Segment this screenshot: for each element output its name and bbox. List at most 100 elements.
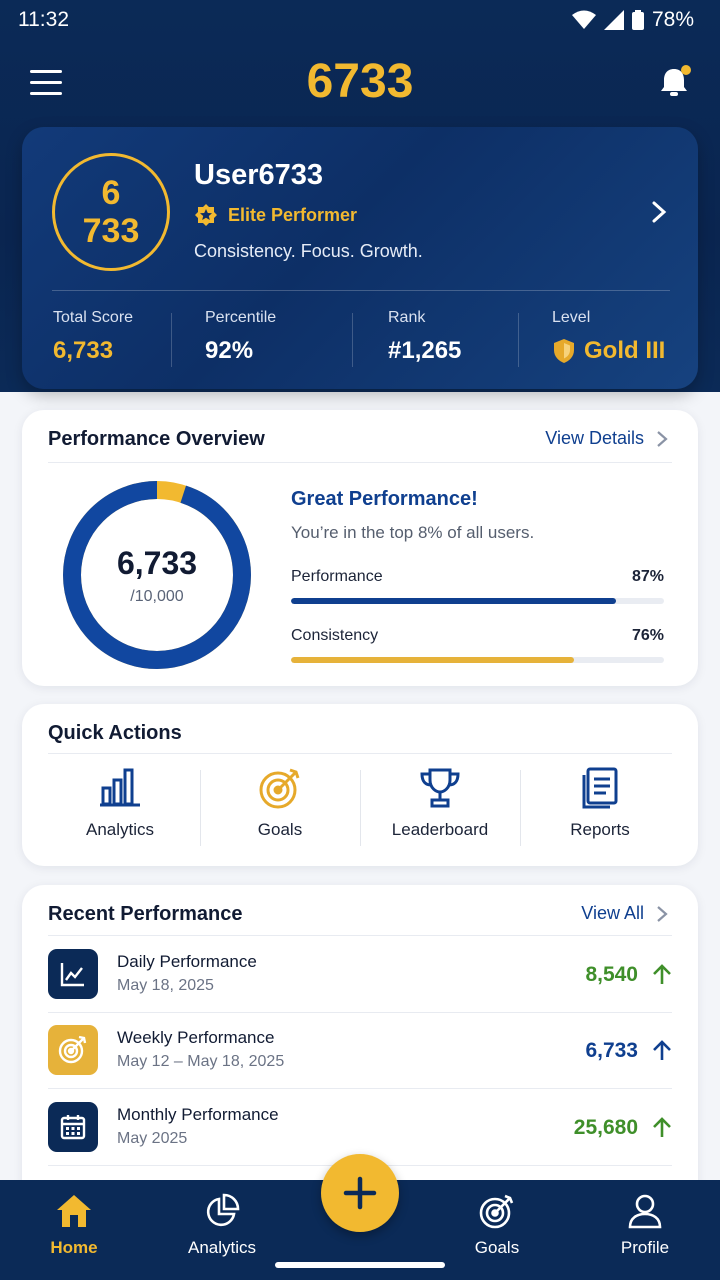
tagline: Consistency. Focus. Growth.: [194, 241, 423, 261]
add-button[interactable]: [321, 1154, 399, 1232]
stat-level: Level Gold III: [552, 309, 665, 369]
list-item-value: 8,540: [585, 963, 638, 986]
list-item-date: May 12 – May 18, 2025: [117, 1053, 285, 1070]
score-ring-line1: 6: [101, 174, 121, 212]
battery-percent: 78%: [651, 8, 694, 31]
quick-action-analytics[interactable]: Analytics: [40, 766, 200, 854]
nav-profile[interactable]: Profile: [585, 1190, 705, 1258]
bar-label: Performance: [291, 568, 383, 585]
status-bar: 11:32 78%: [0, 0, 720, 40]
consistency-bar: Consistency 76%: [291, 627, 664, 663]
elite-badge: Elite Performer: [194, 203, 357, 227]
stat-label: Total Score: [53, 309, 134, 326]
arrow-up-icon: [653, 1040, 671, 1060]
list-item[interactable]: Weekly Performance May 12 – May 18, 2025…: [48, 1013, 672, 1089]
section-title: Quick Actions: [48, 722, 182, 744]
quick-action-label: Goals: [257, 820, 303, 839]
badge-label: Elite Performer: [228, 204, 358, 225]
list-item-date: May 18, 2025: [117, 977, 214, 994]
level-value: Gold III: [584, 337, 666, 364]
plus-icon: [343, 1176, 377, 1210]
nav-label: Analytics: [187, 1238, 257, 1257]
quick-action-label: Leaderboard: [391, 820, 489, 839]
nav-home[interactable]: Home: [14, 1190, 134, 1258]
quick-action-label: Analytics: [85, 820, 155, 839]
list-item-value: 6,733: [585, 1039, 638, 1062]
list-item-icon-box: [48, 1102, 98, 1152]
divider: [360, 770, 361, 846]
stat-value: 6,733: [53, 337, 114, 364]
list-item-title: Daily Performance: [117, 952, 257, 971]
report-icon: [582, 767, 618, 809]
list-item-title: Monthly Performance: [117, 1105, 279, 1124]
performance-bar: Performance 87%: [291, 568, 664, 604]
divider: [48, 753, 672, 754]
list-item[interactable]: Daily Performance May 18, 2025 8,540: [48, 937, 672, 1013]
profile-card[interactable]: 6 733 User6733 Elite Performer Consisten…: [22, 127, 698, 389]
list-item[interactable]: Monthly Performance May 2025 25,680: [48, 1090, 672, 1166]
trophy-icon: [420, 768, 460, 808]
list-item-icon-box: [48, 949, 98, 999]
quick-actions-card: Quick Actions Analytics Goals Leaderboar…: [22, 704, 698, 866]
chevron-right-icon: [657, 430, 668, 447]
battery-icon: [631, 10, 644, 30]
app-bar: 6733: [0, 50, 720, 116]
stat-value: Gold III: [552, 337, 665, 365]
donut-progress-arc: [63, 481, 251, 669]
status-icons: 78%: [571, 8, 694, 32]
menu-icon[interactable]: [30, 70, 62, 96]
nav-label: Goals: [474, 1238, 520, 1257]
donut-label: 6,733 /10,000: [62, 480, 252, 670]
star-badge-icon: [195, 204, 217, 226]
signal-icon: [603, 10, 624, 30]
view-details-link[interactable]: View Details: [545, 428, 668, 449]
stat-label: Rank: [388, 309, 426, 326]
app-title: 6733: [306, 55, 414, 108]
list-item-date: May 2025: [117, 1130, 188, 1147]
nav-label: Profile: [620, 1238, 670, 1257]
chevron-right-icon: [657, 905, 668, 922]
stat-label: Level: [552, 309, 591, 326]
divider: [518, 313, 519, 367]
notification-bell-icon[interactable]: [656, 64, 692, 100]
performance-headline: Great Performance!: [291, 488, 478, 510]
chevron-right-icon[interactable]: [648, 197, 670, 227]
target-icon: [58, 1035, 87, 1064]
score-ring: 6 733: [52, 153, 170, 271]
calendar-icon: [60, 1115, 86, 1140]
divider: [352, 313, 353, 367]
progress-fill: [291, 657, 575, 663]
progress-fill: [291, 598, 616, 604]
stat-value: 92%: [205, 337, 254, 364]
arrow-up-icon: [653, 1117, 671, 1137]
header: 11:32 78% 6733 6 733 User6733 Elite Perf: [0, 0, 720, 392]
username: User6733: [194, 159, 323, 191]
stat-label: Percentile: [205, 309, 277, 326]
divider: [52, 290, 670, 291]
home-icon: [57, 1195, 91, 1227]
section-title: Performance Overview: [48, 428, 265, 450]
shield-icon: [554, 339, 574, 363]
bar-percent: 87%: [631, 568, 664, 585]
performance-subline: You’re in the top 8% of all users.: [291, 523, 535, 542]
divider: [48, 935, 672, 936]
quick-action-goals[interactable]: Goals: [200, 766, 360, 854]
score-donut-chart: [63, 481, 251, 669]
score-ring-line2: 733: [82, 212, 140, 250]
nav-label: Home: [50, 1238, 98, 1257]
quick-action-leaderboard[interactable]: Leaderboard: [360, 766, 520, 854]
list-item-value: 25,680: [573, 1116, 638, 1139]
nav-analytics[interactable]: Analytics: [162, 1190, 282, 1258]
link-label: View Details: [545, 428, 644, 448]
quick-action-reports[interactable]: Reports: [520, 766, 680, 854]
divider: [48, 462, 672, 463]
status-time: 11:32: [18, 8, 69, 31]
target-icon: [259, 768, 300, 809]
list-item-icon-box: [48, 1025, 98, 1075]
stat-percentile: Percentile 92%: [205, 309, 276, 369]
target-icon: [479, 1194, 514, 1229]
nav-goals[interactable]: Goals: [437, 1190, 557, 1258]
stat-value: #1,265: [388, 337, 462, 364]
list-item-title: Weekly Performance: [117, 1028, 275, 1047]
view-all-link[interactable]: View All: [581, 903, 668, 924]
